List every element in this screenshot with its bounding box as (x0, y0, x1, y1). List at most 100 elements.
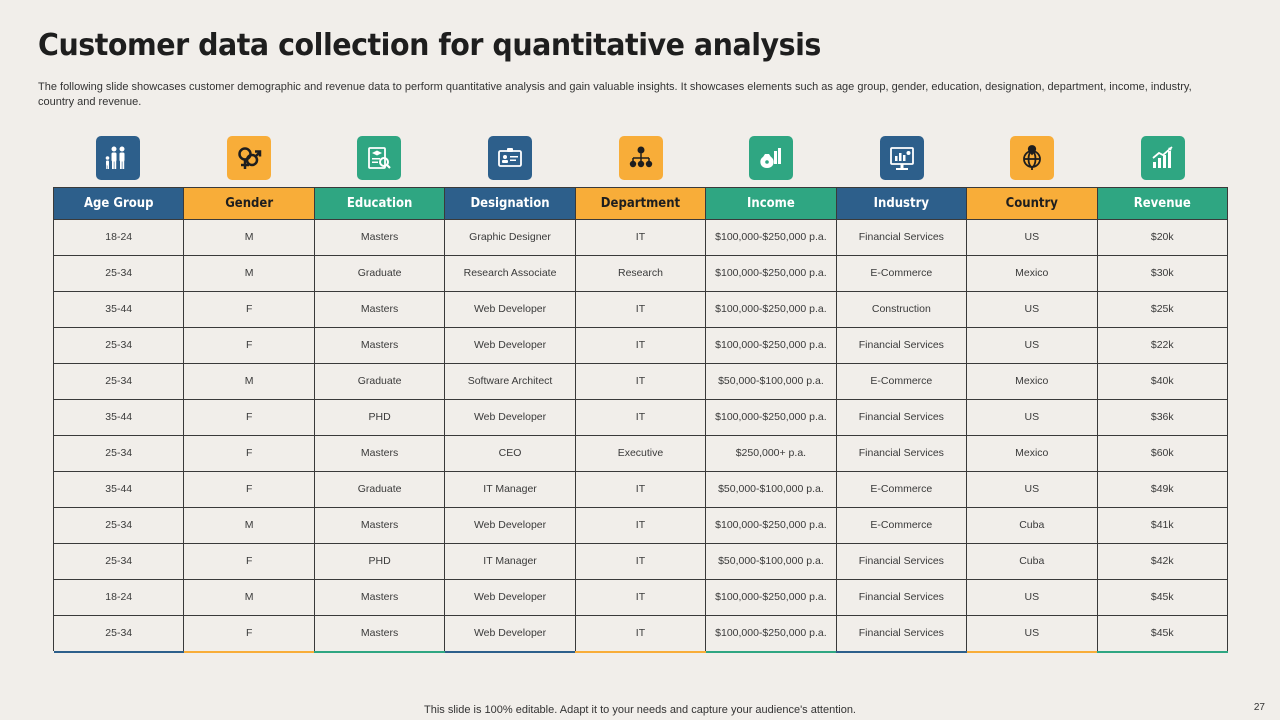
cell-revenue: $42k (1096, 543, 1228, 580)
cell-department: IT (574, 579, 707, 616)
cell-gender: M (183, 507, 315, 544)
cell-industry: E-Commerce (835, 471, 968, 508)
cell-designation: CEO (444, 435, 576, 472)
cell-industry: E-Commerce (835, 507, 968, 544)
id-card-icon (487, 136, 532, 180)
cell-gender: F (183, 471, 315, 508)
cell-income: $100,000-$250,000 p.a. (705, 255, 837, 292)
cell-income: $250,000+ p.a. (705, 435, 837, 472)
cell-country: US (966, 219, 1098, 256)
cell-age-group: 25-34 (52, 435, 185, 472)
cell-industry: Financial Services (835, 615, 968, 651)
cell-age-group: 25-34 (52, 507, 185, 544)
cell-age-group: 25-34 (52, 327, 185, 364)
cell-gender: F (183, 615, 315, 651)
cell-income: $100,000-$250,000 p.a. (705, 219, 837, 256)
page-number: 27 (1253, 702, 1265, 713)
cell-income: $100,000-$250,000 p.a. (705, 507, 837, 544)
cell-gender: M (183, 579, 315, 616)
header-country: Country (966, 187, 1098, 220)
cell-gender: F (183, 327, 315, 364)
cell-revenue: $45k (1096, 615, 1228, 651)
cell-designation: Web Developer (444, 579, 576, 616)
header-age-group: Age Group (52, 187, 185, 220)
cell-age-group: 35-44 (52, 399, 185, 436)
cell-gender: F (183, 399, 315, 436)
cell-country: US (966, 579, 1098, 616)
cell-education: PHD (313, 399, 446, 436)
table-row: 25-34 F Masters Web Developer IT $100,000-$25… (52, 327, 1228, 364)
cell-revenue: $20k (1096, 219, 1228, 256)
cell-education: Masters (313, 507, 446, 544)
footer-note: This slide is 100% editable. Adapt it to… (424, 704, 856, 716)
table-row: 35-44 F Masters Web Developer IT $100,000-$25… (52, 291, 1228, 328)
cell-revenue: $25k (1096, 291, 1228, 328)
cell-department: Research (574, 255, 707, 292)
cell-department: IT (574, 327, 707, 364)
table-row: 25-34 F Masters CEO Executive $250,000+ p.a. F… (52, 435, 1228, 472)
cell-education: Graduate (313, 363, 446, 400)
cell-revenue: $30k (1096, 255, 1228, 292)
cell-gender: F (183, 543, 315, 580)
cell-revenue: $36k (1096, 399, 1228, 436)
cell-income: $50,000-$100,000 p.a. (705, 543, 837, 580)
cell-industry: Financial Services (835, 399, 968, 436)
cell-department: IT (574, 543, 707, 580)
cell-designation: Web Developer (444, 507, 576, 544)
cell-education: Masters (313, 579, 446, 616)
header-revenue: Revenue (1096, 187, 1228, 220)
cell-country: US (966, 615, 1098, 651)
cell-department: IT (574, 615, 707, 651)
presentation-icon (879, 136, 924, 180)
cell-designation: Web Developer (444, 291, 576, 328)
cell-country: Mexico (966, 255, 1098, 292)
gender-icon (226, 136, 271, 180)
cell-designation: IT Manager (444, 471, 576, 508)
cell-income: $50,000-$100,000 p.a. (705, 363, 837, 400)
cell-industry: E-Commerce (835, 255, 968, 292)
cell-revenue: $22k (1096, 327, 1228, 364)
cell-education: Graduate (313, 471, 446, 508)
cell-department: IT (574, 363, 707, 400)
table-row: 25-34 F Masters Web Developer IT $100,000-$25… (52, 615, 1228, 651)
cell-education: Masters (313, 615, 446, 651)
table-row: 18-24 M Masters Web Developer IT $100,000-$25… (52, 579, 1228, 616)
cell-age-group: 25-34 (52, 255, 185, 292)
cell-department: IT (574, 507, 707, 544)
cell-education: Graduate (313, 255, 446, 292)
table-row: 25-34 M Graduate Research Associate Research… (52, 255, 1228, 292)
globe-pin-icon (1010, 136, 1055, 180)
cell-industry: Financial Services (835, 327, 968, 364)
cell-designation: Web Developer (444, 399, 576, 436)
education-icon (357, 136, 402, 180)
cell-age-group: 25-34 (52, 543, 185, 580)
cell-income: $100,000-$250,000 p.a. (705, 327, 837, 364)
cell-education: Masters (313, 219, 446, 256)
cell-department: IT (574, 471, 707, 508)
cell-designation: Web Developer (444, 615, 576, 651)
cell-industry: Financial Services (835, 543, 968, 580)
header-education: Education (313, 187, 446, 220)
cell-department: Executive (574, 435, 707, 472)
cell-gender: M (183, 219, 315, 256)
cell-industry: Financial Services (835, 219, 968, 256)
table-row: 18-24 M Masters Graphic Designer IT $100,000-… (52, 219, 1228, 256)
cell-gender: M (183, 363, 315, 400)
header-designation: Designation (444, 187, 576, 220)
cell-designation: Web Developer (444, 327, 576, 364)
cell-age-group: 25-34 (52, 363, 185, 400)
cell-department: IT (574, 399, 707, 436)
cell-country: US (966, 327, 1098, 364)
cell-age-group: 35-44 (52, 291, 185, 328)
cell-revenue: $49k (1096, 471, 1228, 508)
family-icon (96, 136, 141, 180)
icon-row (53, 136, 1228, 180)
cell-revenue: $41k (1096, 507, 1228, 544)
cell-income: $50,000-$100,000 p.a. (705, 471, 837, 508)
cell-education: PHD (313, 543, 446, 580)
cell-age-group: 35-44 (52, 471, 185, 508)
cell-gender: M (183, 255, 315, 292)
slide-title: Customer data collection for quantitativ… (38, 28, 821, 63)
cell-department: IT (574, 291, 707, 328)
cell-age-group: 25-34 (52, 615, 185, 651)
